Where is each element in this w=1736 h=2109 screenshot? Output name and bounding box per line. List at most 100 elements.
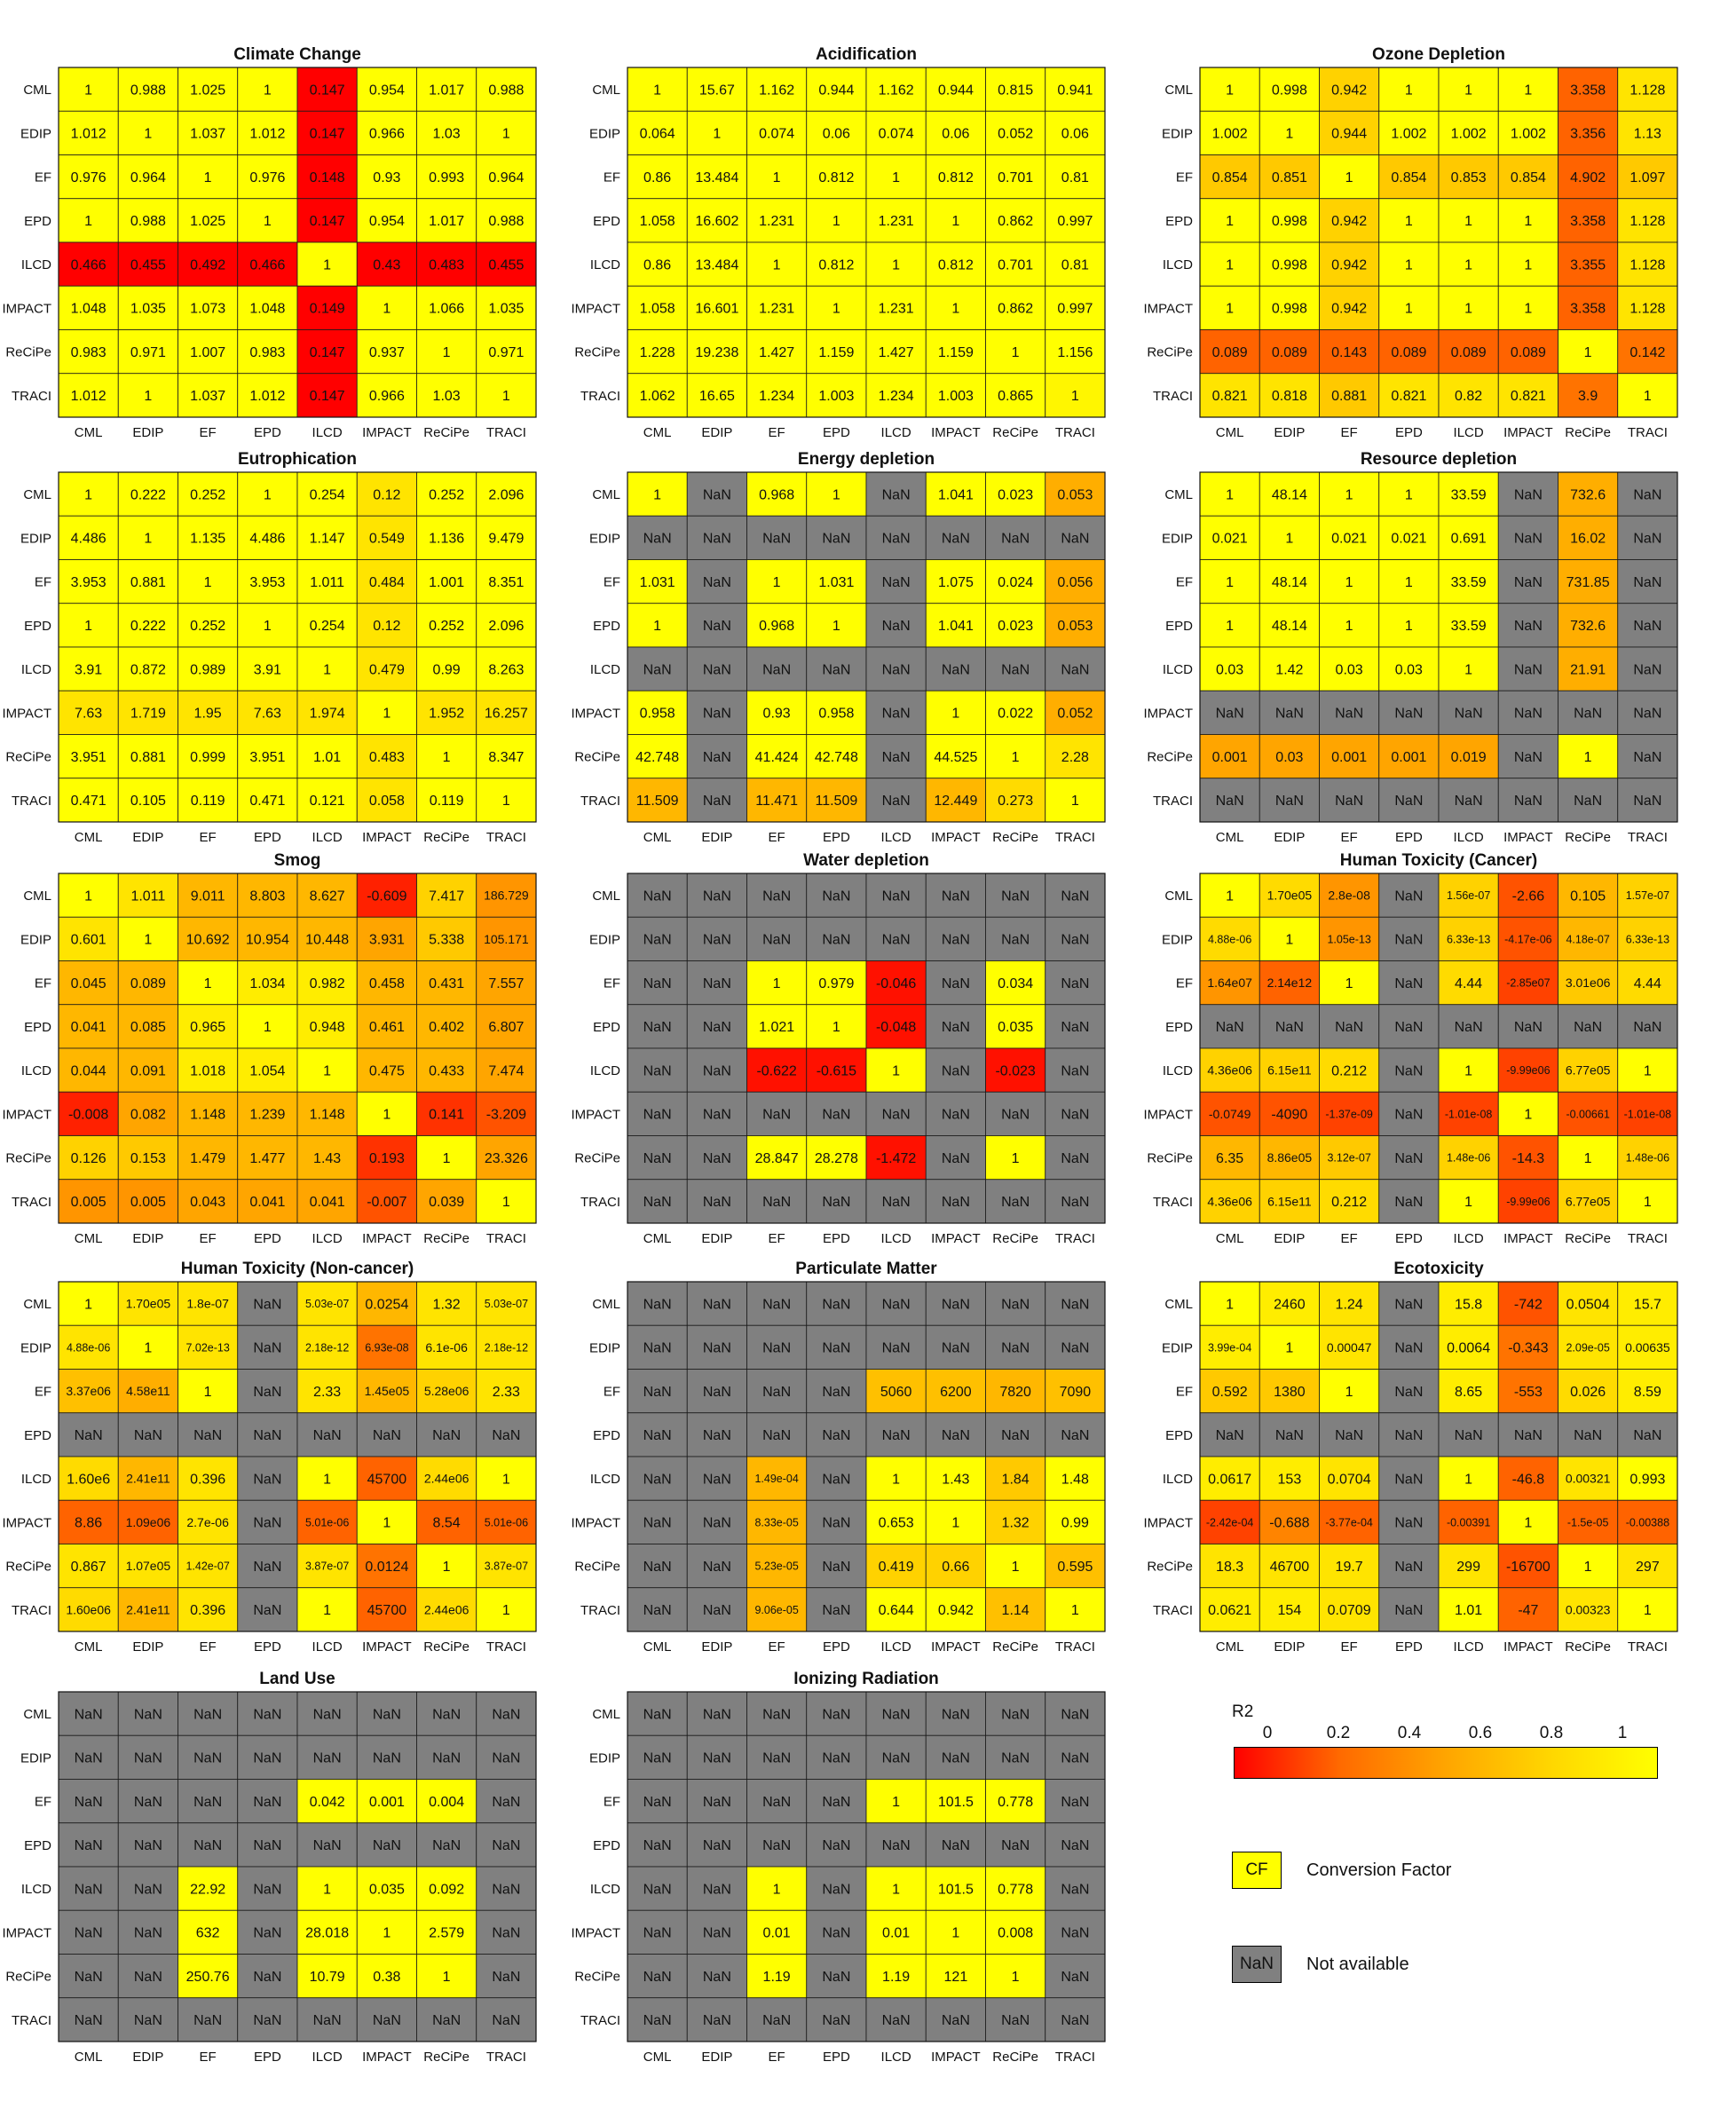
cell-value-label: 0.979 <box>818 976 854 991</box>
y-tick-label: EDIP <box>1162 531 1193 546</box>
heatmap-cell <box>925 960 986 1006</box>
x-tick-label: EDIP <box>701 425 732 440</box>
cell-value-label: 1 <box>84 619 92 634</box>
heatmap-cell <box>237 1135 298 1181</box>
y-tick-label: EF <box>1176 575 1193 590</box>
cell-value-label: NaN <box>1061 1108 1089 1123</box>
heatmap-cell <box>1617 1324 1678 1370</box>
heatmap-cell <box>1319 1281 1380 1326</box>
heatmap-cell <box>296 1369 358 1414</box>
cell-value-label: NaN <box>313 2013 342 2028</box>
heatmap-cell <box>1497 198 1558 243</box>
cell-value-label: NaN <box>643 1385 672 1400</box>
heatmap-cell <box>356 1544 417 1589</box>
cell-value-label: -4.17e-06 <box>1504 933 1552 945</box>
y-tick-label: ReCiPe <box>1147 345 1193 360</box>
heatmap-cell <box>1199 873 1260 918</box>
heatmap-cell <box>416 778 477 823</box>
heatmap-cell <box>117 1047 178 1093</box>
cell-value-label: 1.427 <box>759 345 794 360</box>
heatmap-cell <box>1045 285 1106 330</box>
x-tick-label: ReCiPe <box>423 1639 470 1655</box>
heatmap-cell <box>1378 734 1440 779</box>
heatmap-cell <box>1617 873 1678 918</box>
cell-value-label: 8.54 <box>433 1516 461 1531</box>
heatmap-cell <box>416 1091 477 1136</box>
cell-value-label: 0.03 <box>1275 750 1303 765</box>
cell-value-label: 6.33e-13 <box>1447 933 1490 945</box>
heatmap-cell <box>1319 1324 1380 1370</box>
cell-value-label: 1.012 <box>71 389 107 404</box>
panel-title: Water depletion <box>803 851 929 870</box>
heatmap-cell <box>1438 690 1499 735</box>
y-tick-label: ReCiPe <box>5 1970 51 1985</box>
cell-value-label: 1.43 <box>313 1151 341 1166</box>
panel-title: Eutrophication <box>238 450 357 469</box>
cell-value-label: NaN <box>822 933 850 948</box>
heatmap-cell <box>117 734 178 779</box>
heatmap-cell <box>985 603 1046 648</box>
cell-value-label: 1.477 <box>249 1151 285 1166</box>
cell-value-label: NaN <box>253 1926 281 1941</box>
cell-value-label: NaN <box>253 1882 281 1897</box>
x-tick-label: ReCiPe <box>992 1231 1038 1246</box>
heatmap-cell <box>476 734 537 779</box>
cell-value-label: 46700 <box>1270 1560 1310 1575</box>
heatmap-cell <box>416 1456 477 1501</box>
heatmap-cell <box>1045 1954 1106 1999</box>
cell-value-label: 3.358 <box>1570 302 1606 317</box>
heatmap-cell <box>746 734 808 779</box>
x-tick-label: ILCD <box>881 1231 911 1246</box>
cell-value-label: NaN <box>703 976 731 991</box>
cell-value-label: 1.031 <box>818 575 854 590</box>
cell-value-label: 1 <box>1345 575 1353 590</box>
cell-value-label: NaN <box>1394 1428 1423 1443</box>
heatmap-cell <box>1199 1135 1260 1181</box>
cell-value-label: 0.82 <box>1455 389 1482 404</box>
cell-value-label: NaN <box>762 1108 791 1123</box>
cell-value-label: 7.63 <box>75 707 102 722</box>
x-tick-label: ILCD <box>312 1231 343 1246</box>
cell-value-label: 0.026 <box>1570 1385 1606 1400</box>
heatmap-cell <box>1438 603 1499 648</box>
heatmap-cell <box>746 1369 808 1414</box>
x-tick-label: EPD <box>823 2050 850 2065</box>
cell-value-label: 1.017 <box>429 214 464 229</box>
y-tick-label: EF <box>35 1795 51 1810</box>
cell-value-label: 5.23e-05 <box>754 1560 798 1573</box>
cell-value-label: 0.001 <box>1212 750 1248 765</box>
x-tick-label: EDIP <box>1274 425 1305 440</box>
heatmap-cell <box>296 198 358 243</box>
cell-value-label: 0.044 <box>71 1063 107 1078</box>
cell-value-label: NaN <box>703 1751 731 1766</box>
cell-value-label: 1 <box>892 257 900 273</box>
heatmap-cell <box>476 1004 537 1049</box>
x-tick-label: ReCiPe <box>1565 1639 1611 1655</box>
cell-value-label: 1.054 <box>249 1063 285 1078</box>
cell-value-label: 1.05e-13 <box>1327 933 1370 945</box>
heatmap-cell <box>686 1499 747 1544</box>
x-tick-label: ReCiPe <box>423 1231 470 1246</box>
heatmap-cell <box>1617 960 1678 1006</box>
x-tick-label: EF <box>769 2050 785 2065</box>
colorbar-tick-label: 0.2 <box>1326 1724 1351 1742</box>
cell-value-label: 2.7e-06 <box>186 1515 229 1529</box>
cell-value-label: NaN <box>762 1751 791 1766</box>
heatmap-cell <box>356 1179 417 1224</box>
heatmap-cell <box>1045 373 1106 418</box>
heatmap-cell <box>58 67 119 112</box>
heatmap-cell <box>117 1997 178 2042</box>
cell-value-label: NaN <box>822 1428 850 1443</box>
heatmap-cell <box>1319 1091 1380 1136</box>
heatmap-cell <box>476 1499 537 1544</box>
x-tick-label: EDIP <box>132 830 163 845</box>
cell-value-label: -0.023 <box>995 1063 1035 1078</box>
heatmap-panel: Human Toxicity (Cancer)1 1.70e05 2.8e-08 Na… <box>1143 851 1678 1246</box>
cell-value-label: NaN <box>703 1151 731 1166</box>
y-tick-label: TRACI <box>12 389 51 404</box>
cell-value-label: NaN <box>643 1108 672 1123</box>
x-tick-label: ReCiPe <box>1565 1231 1611 1246</box>
cell-value-label: NaN <box>643 1838 672 1853</box>
heatmap-cell <box>925 1997 986 2042</box>
